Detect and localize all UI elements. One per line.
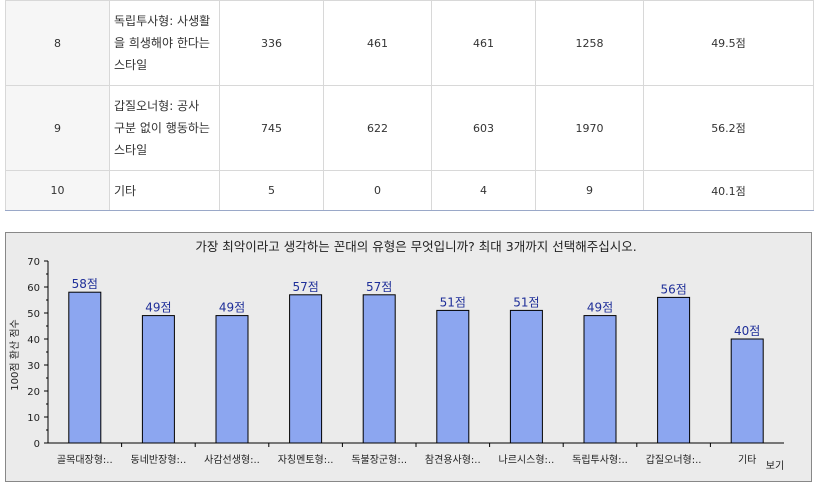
- row-value-1: 745: [219, 85, 324, 171]
- x-tick-label: 기타: [738, 454, 756, 466]
- bar-data-label: 57점: [292, 280, 318, 294]
- chart-panel: 가장 최악이라고 생각하는 꼰대의 유형은 무엇입니까? 최대 3개까지 선택해…: [5, 232, 812, 482]
- bar: [215, 315, 249, 444]
- bar-data-label: 49점: [219, 301, 245, 315]
- bar: [657, 296, 691, 444]
- row-score: 49.5점: [643, 0, 814, 86]
- row-score: 40.1점: [643, 170, 814, 211]
- bar-data-label: 57점: [366, 280, 392, 294]
- row-value-1: 5: [219, 170, 324, 211]
- y-axis-label: 100점 환산 점수: [9, 319, 21, 390]
- bar-data-label: 56점: [660, 282, 686, 296]
- bar: [289, 294, 323, 444]
- y-tick-label: 40: [27, 335, 40, 346]
- y-tick-label: 60: [27, 283, 40, 294]
- row-value-3: 461: [431, 0, 536, 86]
- bar: [730, 338, 764, 444]
- bar-chart: 가장 최악이라고 생각하는 꼰대의 유형은 무엇입니까? 최대 3개까지 선택해…: [9, 239, 784, 472]
- bar: [362, 294, 396, 444]
- bar: [436, 309, 470, 444]
- bar: [141, 315, 175, 444]
- bar-data-label: 49점: [145, 301, 171, 315]
- x-tick-label: 나르시스형:..: [499, 454, 555, 466]
- y-axis-ticks: 0 10 20 30 40 50 60 70: [27, 257, 48, 450]
- row-value-3: 603: [431, 85, 536, 171]
- row-value-2: 622: [323, 85, 432, 171]
- bar-data-label: 58점: [72, 277, 98, 291]
- x-tick-label: 독립투사형:..: [572, 453, 628, 466]
- row-type-name-line: 스타일: [114, 143, 148, 157]
- bar-data-label: 51점: [440, 295, 466, 309]
- x-tick-label: 자칭멘토형:..: [278, 454, 334, 466]
- x-tick-label: 사감선생형:..: [204, 454, 260, 466]
- bar-data-label: 49점: [587, 301, 613, 315]
- chart-title: 가장 최악이라고 생각하는 꼰대의 유형은 무엇입니까? 최대 3개까지 선택해…: [195, 239, 636, 254]
- y-tick-label: 50: [27, 309, 40, 320]
- y-tick-label: 20: [27, 387, 40, 398]
- row-total: 1258: [535, 0, 644, 86]
- x-tick-label: 동네반장형:..: [131, 454, 187, 466]
- row-type-name-line: 스타일: [114, 58, 148, 72]
- y-tick-label: 30: [27, 361, 40, 372]
- row-number: 9: [5, 85, 110, 171]
- row-type-name-line: 을 희생해야 한다는: [114, 36, 210, 50]
- x-tick-label: 갑질오너형:..: [646, 454, 702, 466]
- x-tick-label: 참견용사형:..: [425, 454, 481, 466]
- row-value-3: 4: [431, 170, 536, 211]
- row-total: 9: [535, 170, 644, 211]
- row-type-name-line: 갑질오너형: 공사: [114, 99, 200, 113]
- y-tick-label: 10: [27, 413, 40, 424]
- x-axis-label: 보기: [766, 460, 784, 472]
- row-type-name: 독립투사형: 사생활 을 희생해야 한다는 스타일: [109, 0, 220, 86]
- x-tick-label: 골목대장형:..: [57, 454, 113, 466]
- row-number: 10: [5, 170, 110, 211]
- y-tick-label: 70: [27, 257, 40, 268]
- row-total: 1970: [535, 85, 644, 171]
- x-axis-ticks: 골목대장형:.. 동네반장형:.. 사감선생형:.. 자칭멘토형:.. 독불장군형:..…: [57, 443, 756, 466]
- bar: [583, 315, 617, 444]
- row-type-name: 기타: [109, 170, 220, 211]
- row-type-name-line: 독립투사형: 사생활: [114, 14, 211, 28]
- results-table: 8 독립투사형: 사생활 을 희생해야 한다는 스타일 336 461 461 …: [5, 0, 814, 211]
- table-row: 8 독립투사형: 사생활 을 희생해야 한다는 스타일 336 461 461 …: [5, 0, 814, 86]
- row-score: 56.2점: [643, 85, 814, 171]
- row-type-name-line: 구분 없이 행동하는: [114, 121, 210, 135]
- row-type-name: 갑질오너형: 공사 구분 없이 행동하는 스타일: [109, 85, 220, 171]
- bar-data-label: 40점: [734, 324, 760, 338]
- table-row: 9 갑질오너형: 공사 구분 없이 행동하는 스타일 745 622 603 1…: [5, 85, 814, 171]
- table-row: 10 기타 5 0 4 9 40.1점: [5, 170, 814, 211]
- bar: [68, 291, 102, 444]
- row-value-2: 0: [323, 170, 432, 211]
- bar-data-label: 51점: [513, 295, 539, 309]
- y-tick-label: 0: [34, 439, 40, 450]
- x-tick-label: 독불장군형:..: [351, 454, 407, 466]
- row-value-1: 336: [219, 0, 324, 86]
- row-type-name-line: 기타: [114, 183, 137, 198]
- bar-series: 58점 49점 49점 57점 57점 51점 51점 49점 56점 40점: [68, 277, 764, 444]
- row-value-2: 461: [323, 0, 432, 86]
- row-number: 8: [5, 0, 110, 86]
- bar: [509, 309, 543, 444]
